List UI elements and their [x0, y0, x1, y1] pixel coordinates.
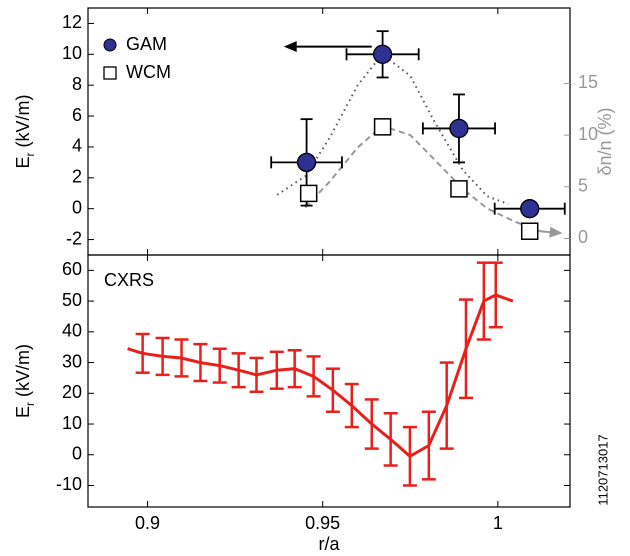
y-tick-label: 50: [62, 290, 82, 310]
wcm-point: [450, 180, 468, 198]
wcm-point: [373, 118, 392, 136]
gam-point: [296, 152, 317, 173]
gam-point: [449, 118, 469, 139]
y-axis-label-part: (kV/m): [13, 344, 33, 402]
y-tick-label: 20: [62, 382, 82, 402]
y-tick-label: -10: [56, 474, 82, 494]
y-axis-label-part: E: [13, 156, 33, 168]
y2-tick-label: 10: [578, 124, 598, 144]
y-tick-label: 10: [62, 413, 82, 433]
y2-tick-label: 0: [578, 227, 588, 247]
y-tick-label: 4: [72, 136, 82, 156]
arrow-head: [283, 41, 297, 52]
y-tick-label: -2: [66, 228, 82, 248]
annotation: 1120713017: [595, 434, 610, 505]
x-tick-label: 0.9: [135, 513, 160, 533]
x-axis-label: r/a: [318, 534, 340, 554]
y-tick-label: 40: [62, 321, 82, 341]
y-tick-label: 30: [62, 351, 82, 371]
y-tick-label: 8: [72, 74, 82, 94]
legend-marker: [103, 66, 117, 80]
series-label: CXRS: [104, 270, 154, 290]
y-tick-label: 0: [72, 197, 82, 217]
y-axis-label-part: r: [23, 152, 37, 156]
fit-curve: [276, 52, 509, 206]
y-axis-label-part: (kV/m): [13, 94, 33, 152]
y2-axis-label: δn/n (%): [595, 107, 615, 175]
legend-label: WCM: [126, 62, 171, 82]
y-axis-label-part: r: [23, 402, 37, 406]
y-axis-label: Er (kV/m): [13, 344, 37, 418]
y-tick-label: 6: [72, 105, 82, 125]
y-tick-label: 0: [72, 444, 82, 464]
arrow-shaft: [539, 230, 552, 234]
plot-frame: [87, 254, 571, 508]
y2-tick-label: 15: [578, 72, 598, 92]
gam-point: [520, 199, 540, 219]
x-tick-label: 1: [493, 513, 503, 533]
legend-marker: [103, 38, 117, 52]
y-axis-label: Er (kV/m): [13, 94, 37, 168]
y-tick-label: 10: [62, 43, 82, 63]
legend-label: GAM: [126, 34, 167, 54]
x-tick-label: 0.95: [305, 513, 340, 533]
wcm-point: [299, 184, 318, 203]
arrow-head: [549, 226, 563, 238]
wcm-point: [520, 222, 539, 240]
gam-point: [372, 44, 393, 64]
y-tick-label: 12: [62, 12, 82, 32]
y-tick-label: 2: [72, 167, 82, 187]
y2-tick-label: 5: [578, 176, 588, 196]
y-tick-label: 60: [62, 259, 82, 279]
fit-curve: [304, 124, 541, 233]
y-axis-label-part: E: [13, 406, 33, 418]
series-line: [127, 293, 514, 459]
